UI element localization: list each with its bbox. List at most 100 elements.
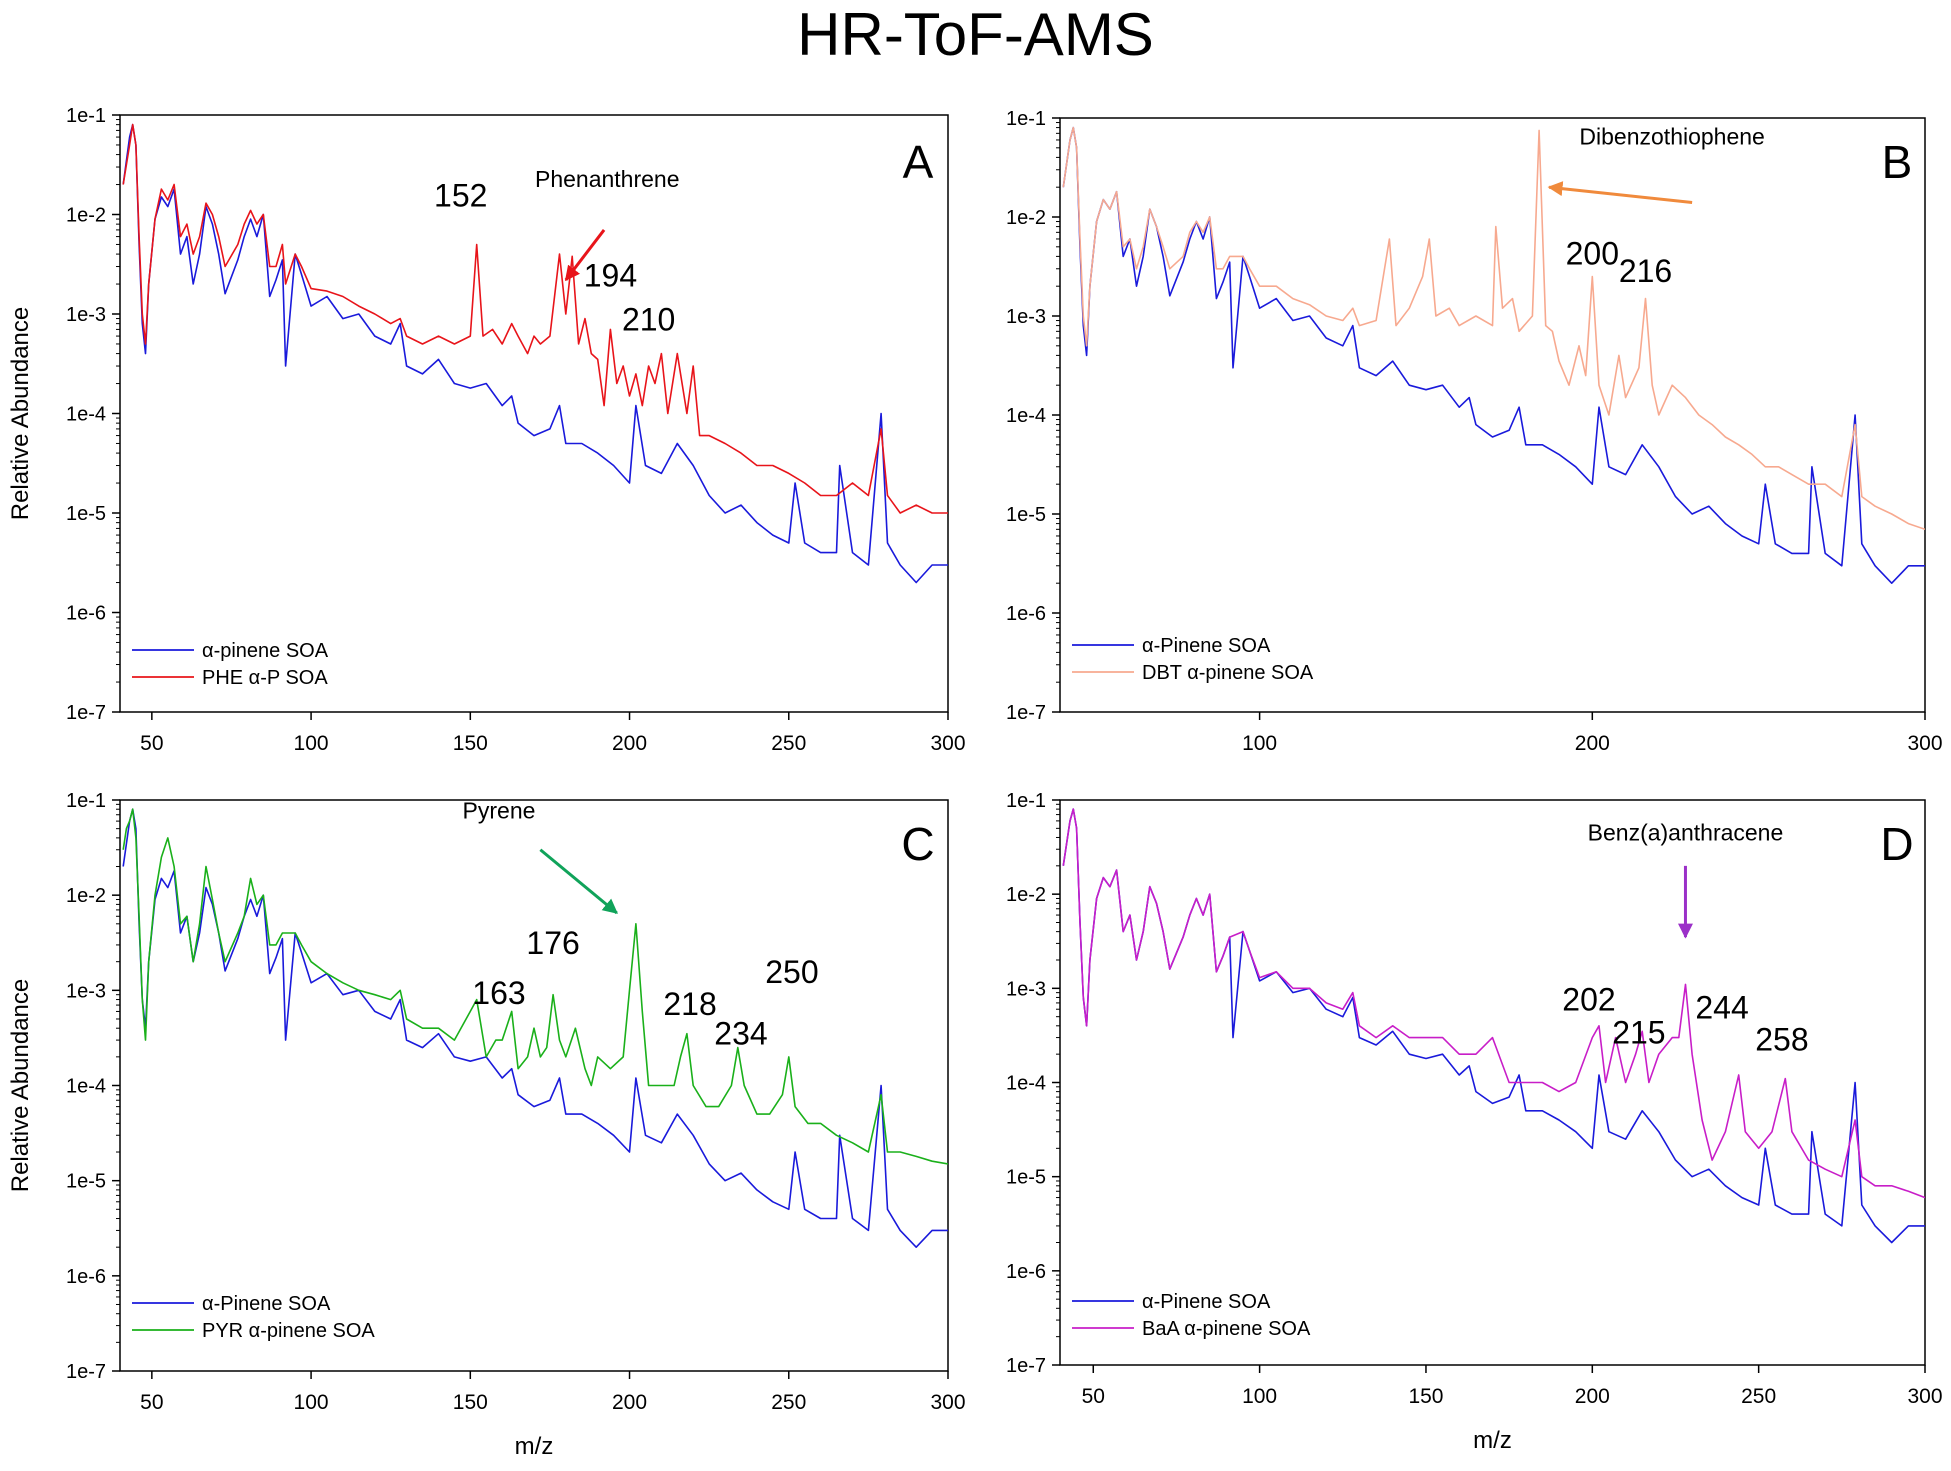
compound-arrow	[1547, 181, 1693, 205]
compound-label: Dibenzothiophene	[1579, 123, 1764, 149]
peak-label: 250	[765, 954, 818, 990]
panel-d: 1e-7 1e-6 1e-5 1e-4 1e-3 1e-2 1e-1 50 100 150 200 2…	[1006, 790, 1943, 1454]
y-tick-label: 1e-7	[66, 702, 106, 724]
series-line-compound	[1062, 808, 1925, 1199]
y-tick-label: 1e-3	[1006, 978, 1046, 1000]
x-tick-label: 150	[453, 1391, 488, 1414]
legend-label: PHE α-P SOA	[202, 667, 328, 689]
x-tick-label: 200	[612, 732, 647, 755]
panel-letter: A	[903, 136, 934, 188]
y-tick-label: 1e-3	[66, 304, 106, 326]
x-tick-label: 50	[1082, 1385, 1105, 1408]
legend: α-Pinene SOA PYR α-pinene SOA	[132, 1293, 375, 1342]
plot-frame	[119, 114, 949, 713]
plot-frame	[1059, 117, 1926, 713]
y-tick-label: 1e-1	[66, 790, 106, 812]
panel-letter: D	[1880, 818, 1913, 870]
y-tick-label: 1e-6	[66, 603, 106, 625]
compound-label: Phenanthrene	[535, 166, 680, 192]
legend: α-Pinene SOA BaA α-pinene SOA	[1072, 1291, 1311, 1340]
series-line-alpha-pinene	[1062, 126, 1925, 584]
x-tick-label: 150	[1408, 1385, 1443, 1408]
peak-label: 215	[1612, 1014, 1665, 1050]
y-tick-label: 1e-4	[66, 1076, 106, 1098]
y-tick-label: 1e-6	[1006, 603, 1046, 625]
compound-arrow	[564, 229, 606, 282]
y-tick-label: 1e-5	[1006, 1167, 1046, 1189]
y-axis-label: Relative Abundance	[7, 979, 34, 1193]
peak-label: 234	[714, 1015, 767, 1051]
legend: α-Pinene SOA DBT α-pinene SOA	[1072, 635, 1314, 684]
y-tick-label: 1e-2	[1006, 884, 1046, 906]
peak-label: 152	[434, 178, 487, 214]
y-tick-label: 1e-4	[66, 404, 106, 426]
peak-label: 163	[472, 975, 525, 1011]
plot-frame	[1059, 799, 1926, 1366]
figure-title: HR-ToF-AMS	[797, 1, 1154, 68]
x-tick-label: 100	[1242, 732, 1277, 755]
y-tick-label: 1e-7	[1006, 702, 1046, 724]
y-tick-label: 1e-3	[66, 980, 106, 1002]
panel-letter: C	[901, 818, 934, 870]
y-tick-label: 1e-4	[1006, 405, 1046, 427]
compound-label: Benz(a)anthracene	[1588, 820, 1784, 846]
x-tick-label: 100	[1242, 1385, 1277, 1408]
legend-label: α-Pinene SOA	[1142, 1291, 1271, 1313]
x-tick-label: 150	[453, 732, 488, 755]
x-tick-label: 50	[140, 1391, 163, 1414]
x-tick-label: 250	[771, 1391, 806, 1414]
series-line-alpha-pinene	[122, 123, 948, 584]
peak-label: 210	[622, 302, 675, 338]
x-axis-label: m/z	[1473, 1427, 1512, 1454]
y-tick-label: 1e-2	[1006, 207, 1046, 229]
y-axis-label: Relative Abundance	[7, 307, 34, 521]
panel-letter: B	[1882, 136, 1913, 188]
legend-label: α-Pinene SOA	[1142, 635, 1271, 657]
legend-label: α-Pinene SOA	[202, 1293, 331, 1315]
y-tick-label: 1e-1	[66, 105, 106, 127]
peak-label: 258	[1755, 1021, 1808, 1057]
x-tick-label: 50	[140, 732, 163, 755]
y-tick-label: 1e-5	[66, 1171, 106, 1193]
peak-label: 194	[584, 257, 637, 293]
legend-label: BaA α-pinene SOA	[1142, 1318, 1311, 1340]
x-tick-label: 300	[1907, 732, 1942, 755]
x-tick-label: 200	[612, 1391, 647, 1414]
y-tick-label: 1e-3	[1006, 306, 1046, 328]
y-tick-label: 1e-2	[66, 205, 106, 227]
compound-label: Pyrene	[463, 797, 536, 823]
x-tick-label: 250	[1741, 1385, 1776, 1408]
y-tick-label: 1e-2	[66, 885, 106, 907]
series-line-alpha-pinene	[122, 808, 948, 1248]
series-line-compound	[122, 123, 948, 514]
peak-label: 202	[1562, 982, 1615, 1018]
legend-label: DBT α-pinene SOA	[1142, 662, 1314, 684]
x-tick-label: 100	[294, 1391, 329, 1414]
y-tick-label: 1e-5	[66, 503, 106, 525]
x-tick-label: 300	[930, 732, 965, 755]
y-tick-label: 1e-1	[1006, 108, 1046, 130]
y-tick-label: 1e-6	[1006, 1261, 1046, 1283]
compound-arrow	[539, 848, 618, 915]
x-tick-label: 300	[1907, 1385, 1942, 1408]
legend: α-pinene SOA PHE α-P SOA	[132, 640, 329, 689]
series-line-compound	[122, 808, 948, 1165]
x-tick-label: 100	[294, 732, 329, 755]
y-tick-label: 1e-5	[1006, 504, 1046, 526]
peak-label: 176	[526, 925, 579, 961]
x-tick-label: 200	[1575, 732, 1610, 755]
panel-c: 1e-7 1e-6 1e-5 1e-4 1e-3 1e-2 1e-1 50 100 150 200 2…	[7, 790, 966, 1460]
y-tick-label: 1e-7	[66, 1361, 106, 1383]
y-tick-label: 1e-6	[66, 1266, 106, 1288]
peak-label: 216	[1619, 253, 1672, 289]
x-tick-label: 200	[1575, 1385, 1610, 1408]
legend-label: PYR α-pinene SOA	[202, 1320, 375, 1342]
legend-label: α-pinene SOA	[202, 640, 329, 662]
plot-frame	[119, 799, 949, 1372]
panel-a: 1e-7 1e-6 1e-5 1e-4 1e-3 1e-2 1e-1 50 100 150 200 2…	[7, 105, 966, 755]
x-axis-label: m/z	[515, 1433, 554, 1460]
peak-label: 200	[1566, 236, 1619, 272]
x-tick-label: 300	[930, 1391, 965, 1414]
y-tick-label: 1e-7	[1006, 1355, 1046, 1377]
peak-label: 218	[663, 986, 716, 1022]
